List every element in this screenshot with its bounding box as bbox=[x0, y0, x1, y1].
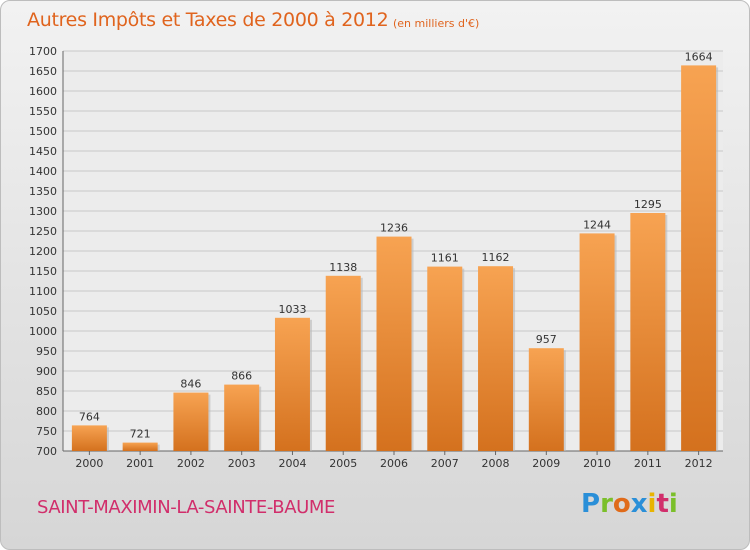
bar-2004 bbox=[274, 317, 310, 451]
x-tick-label: 2000 bbox=[75, 457, 103, 470]
y-tick-label: 1100 bbox=[29, 285, 57, 298]
bar-2011 bbox=[630, 213, 666, 451]
logo-letter: i bbox=[668, 489, 678, 519]
bar-2005 bbox=[325, 275, 361, 451]
data-label: 866 bbox=[231, 370, 252, 383]
y-tick-label: 1450 bbox=[29, 145, 57, 158]
y-tick-label: 1600 bbox=[29, 85, 57, 98]
logo-letter: r bbox=[600, 489, 613, 519]
bar-2007 bbox=[427, 266, 463, 451]
data-label: 1295 bbox=[634, 198, 662, 211]
x-tick-label: 2003 bbox=[228, 457, 256, 470]
commune-name: SAINT-MAXIMIN-LA-SAINTE-BAUME bbox=[37, 497, 336, 518]
bar-2003 bbox=[224, 384, 260, 451]
chart-unit: (en milliers d'€) bbox=[393, 17, 480, 30]
y-tick-label: 1350 bbox=[29, 185, 57, 198]
logo-letter: i bbox=[647, 489, 657, 519]
bar-2000 bbox=[71, 425, 107, 451]
x-tick-label: 2002 bbox=[177, 457, 205, 470]
y-tick-label: 1050 bbox=[29, 305, 57, 318]
data-label: 721 bbox=[130, 428, 151, 441]
labels: 700 750 800 850 900 950 1000 1050 1100 1150 1200 12… bbox=[29, 45, 713, 470]
y-tick-label: 750 bbox=[36, 425, 57, 438]
bar-2001 bbox=[122, 442, 158, 451]
x-tick-label: 2012 bbox=[685, 457, 713, 470]
data-label: 764 bbox=[79, 410, 100, 423]
y-tick-label: 1250 bbox=[29, 225, 57, 238]
y-tick-label: 1650 bbox=[29, 65, 57, 78]
bar-2008 bbox=[478, 266, 514, 451]
logo-letter: o bbox=[612, 489, 631, 519]
y-tick-label: 800 bbox=[36, 405, 57, 418]
data-label: 1236 bbox=[380, 222, 408, 235]
y-tick-label: 850 bbox=[36, 385, 57, 398]
bar-2010 bbox=[579, 233, 615, 451]
proxiti-logo: Proxiti bbox=[581, 489, 678, 519]
x-tick-label: 2006 bbox=[380, 457, 408, 470]
y-tick-label: 950 bbox=[36, 345, 57, 358]
y-tick-label: 700 bbox=[36, 445, 57, 458]
y-tick-label: 1400 bbox=[29, 165, 57, 178]
y-tick-label: 900 bbox=[36, 365, 57, 378]
data-label: 1664 bbox=[685, 50, 713, 63]
data-label: 1244 bbox=[583, 218, 611, 231]
data-label: 957 bbox=[536, 333, 557, 346]
y-tick-label: 1000 bbox=[29, 325, 57, 338]
bar-2006 bbox=[376, 236, 412, 451]
y-tick-label: 1150 bbox=[29, 265, 57, 278]
logo-letter: P bbox=[581, 489, 601, 519]
data-label: 1033 bbox=[278, 303, 306, 316]
bars bbox=[71, 65, 719, 452]
x-tick-label: 2011 bbox=[634, 457, 662, 470]
bar-2002 bbox=[173, 392, 209, 451]
x-tick-label: 2004 bbox=[278, 457, 306, 470]
x-tick-label: 2007 bbox=[431, 457, 459, 470]
bar-2009 bbox=[528, 348, 564, 451]
y-tick-label: 1700 bbox=[29, 45, 57, 58]
y-tick-label: 1500 bbox=[29, 125, 57, 138]
data-label: 1161 bbox=[431, 252, 459, 265]
bar-2012 bbox=[681, 65, 717, 452]
y-tick-label: 1550 bbox=[29, 105, 57, 118]
chart-title: Autres Impôts et Taxes de 2000 à 2012 bbox=[27, 9, 389, 31]
logo-letter: x bbox=[630, 489, 648, 519]
x-tick-label: 2009 bbox=[532, 457, 560, 470]
data-label: 1138 bbox=[329, 261, 357, 274]
y-tick-label: 1200 bbox=[29, 245, 57, 258]
x-tick-label: 2005 bbox=[329, 457, 357, 470]
x-tick-label: 2010 bbox=[583, 457, 611, 470]
data-label: 1162 bbox=[482, 251, 510, 264]
y-tick-label: 1300 bbox=[29, 205, 57, 218]
logo-letter: t bbox=[656, 489, 669, 519]
x-tick-label: 2001 bbox=[126, 457, 154, 470]
data-label: 846 bbox=[180, 378, 201, 391]
x-tick-label: 2008 bbox=[482, 457, 510, 470]
